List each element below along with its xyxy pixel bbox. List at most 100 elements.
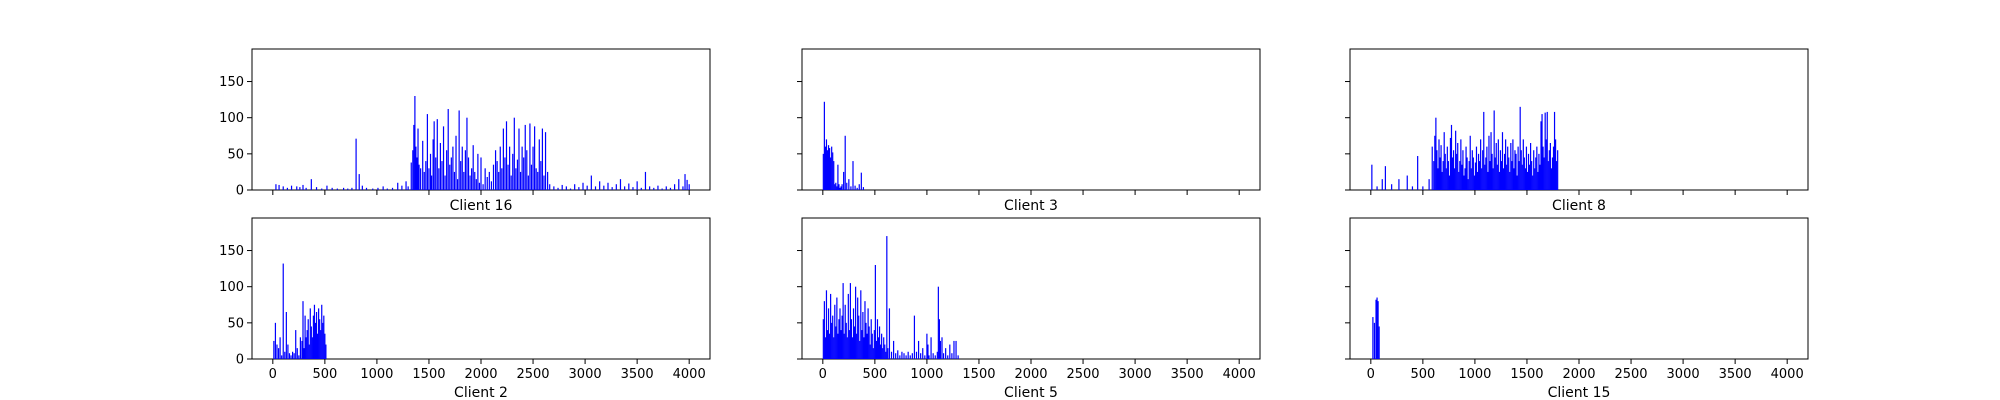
bar [412,150,414,190]
bar [565,186,567,190]
bar [911,353,913,359]
bar [888,308,891,359]
bar [1515,153,1517,190]
bar [661,188,663,190]
bar [1406,175,1408,190]
bar [290,185,293,190]
bar [507,164,509,190]
bar [1500,161,1503,190]
x-tick-label: 2500 [1066,367,1099,382]
bar [1546,111,1548,190]
bar [306,330,308,359]
panel-client-15: 0 500 1000 1500 2000 2500 3000 3500 4000 Client … [1345,217,1809,400]
bar [288,353,291,359]
bar [830,157,832,190]
panel-client-16: 0 50 100 150 Client 16 [219,48,711,214]
bar [942,353,945,359]
bar [1440,145,1442,190]
bar [1443,132,1445,190]
bar [439,143,441,190]
bar [860,290,862,359]
bar [1553,111,1556,190]
bar [1377,301,1379,359]
bar [1543,157,1545,190]
bar [930,337,932,359]
bar [649,186,651,190]
bar [871,333,873,359]
bar [504,157,506,190]
bar [420,168,422,190]
bar [678,179,680,190]
bar [881,333,883,359]
bar [438,168,440,190]
bar [279,337,281,359]
bar [615,184,617,190]
x-axis [272,190,690,195]
bar [1548,150,1550,190]
bar [509,146,511,190]
bar [1495,143,1497,190]
bar [1544,112,1546,190]
x-tick-label: 4000 [1771,367,1804,382]
bar [1491,153,1493,190]
bar [1538,153,1540,190]
x-tick-label: 2500 [1614,367,1647,382]
bar [309,308,311,359]
bar [825,139,828,190]
bar [586,185,588,190]
bar [686,179,688,190]
bar [1540,121,1542,190]
bar [524,124,526,190]
panel-label: Client 5 [1004,385,1058,400]
bar [868,326,870,359]
bar [859,340,861,359]
bar [305,187,307,190]
bar [1493,110,1495,190]
bar [453,171,456,190]
bar [1460,139,1462,190]
bar [1398,179,1400,190]
bar [307,319,309,359]
x-tick-label: 1000 [360,367,393,382]
bar [351,187,353,190]
bar-series [822,236,959,359]
bar [582,182,584,190]
y-axis: 0 50 100 150 [219,244,252,368]
bar [839,308,841,359]
bar [1518,161,1520,190]
bar [298,355,300,359]
bar [840,330,842,359]
x-tick-label: 0 [269,367,277,382]
bar [1433,161,1435,190]
bar [915,351,918,359]
bar [460,161,462,190]
bar [477,153,479,190]
bar [926,333,928,359]
bar [851,337,854,359]
bar [1519,106,1521,190]
bar [1422,186,1424,190]
bar [1463,175,1465,190]
x-tick-label: 500 [862,367,887,382]
bar [435,157,437,190]
bar [832,152,834,190]
bar [603,185,605,190]
bar [292,351,294,359]
bar [837,164,839,190]
bar [824,146,827,190]
bar [1464,168,1466,190]
bar [937,286,939,359]
bar [561,184,563,190]
bar [1458,171,1460,190]
bar [397,182,399,190]
bar [856,333,858,359]
bar [1492,168,1494,190]
bar [870,319,872,359]
bar [1541,114,1543,190]
bar [834,184,836,190]
bar [318,308,320,359]
bar [644,171,647,190]
bar [1547,161,1549,190]
bar [535,168,537,190]
bar [903,353,905,359]
